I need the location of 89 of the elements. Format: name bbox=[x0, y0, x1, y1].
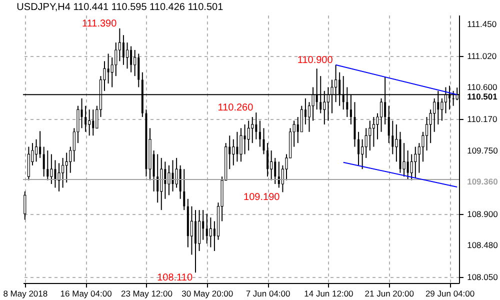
annotation: 111.390 bbox=[82, 18, 118, 30]
candlestick bbox=[80, 98, 83, 129]
candlestick bbox=[156, 154, 159, 204]
x-tick-label: 7 Jun 04:00 bbox=[246, 288, 291, 298]
candlestick bbox=[414, 146, 417, 179]
candlestick bbox=[34, 138, 38, 162]
candlestick bbox=[42, 146, 45, 178]
candlestick bbox=[183, 168, 186, 211]
candlestick bbox=[262, 128, 265, 155]
x-tick-label: 16 May 04:00 bbox=[60, 288, 112, 298]
candlestick bbox=[130, 46, 132, 73]
ref-line-label: 110.501 bbox=[467, 92, 498, 102]
candlestick bbox=[122, 34, 124, 66]
candlestick bbox=[209, 216, 212, 248]
candlestick bbox=[126, 42, 129, 70]
y-tick-label: 111.020 bbox=[467, 50, 497, 61]
candlestick bbox=[134, 49, 136, 77]
candlestick bbox=[179, 164, 182, 200]
annotation: 108.110 bbox=[157, 272, 193, 284]
candlestick bbox=[240, 128, 242, 162]
x-tick-label: 8 May 2018 bbox=[3, 288, 48, 298]
candlestick bbox=[380, 98, 383, 132]
candlestick bbox=[58, 162, 60, 192]
candlestick bbox=[50, 154, 53, 184]
candlestick bbox=[300, 105, 303, 132]
candlestick bbox=[388, 105, 390, 144]
candlestick bbox=[24, 190, 26, 220]
candlestick bbox=[107, 53, 110, 84]
candlestick bbox=[190, 206, 194, 256]
candlestick bbox=[54, 160, 56, 188]
y-tick-label: 109.750 bbox=[467, 145, 498, 156]
candlestick bbox=[410, 154, 413, 181]
candlestick bbox=[39, 130, 42, 158]
candlestick bbox=[46, 150, 49, 181]
candlestick bbox=[175, 157, 178, 188]
candlestick bbox=[232, 138, 235, 166]
candlestick bbox=[198, 210, 201, 252]
candlestick bbox=[164, 161, 166, 200]
candlestick bbox=[425, 116, 428, 151]
candlestick bbox=[27, 146, 30, 181]
y-tick-label: 108.050 bbox=[467, 272, 498, 282]
annotation: 110.260 bbox=[218, 102, 254, 114]
candlestick bbox=[258, 120, 261, 148]
candlestick bbox=[202, 210, 204, 240]
candlestick bbox=[247, 120, 250, 151]
candlestick bbox=[118, 28, 121, 62]
candlestick bbox=[114, 42, 118, 77]
y-tick-label: 110.600 bbox=[467, 82, 498, 92]
y-tick-label: 110.170 bbox=[467, 114, 498, 124]
candlestick bbox=[274, 157, 276, 184]
candlestick bbox=[372, 116, 375, 148]
candlestick bbox=[354, 102, 356, 148]
y-tick-label: 108.480 bbox=[467, 240, 498, 250]
x-tick-label: 30 May 20:00 bbox=[182, 288, 234, 298]
candlestick bbox=[236, 131, 238, 162]
candlestick bbox=[358, 131, 360, 166]
candlestick bbox=[160, 157, 163, 211]
candlestick bbox=[368, 120, 372, 151]
candlestick bbox=[255, 112, 258, 140]
candlestick bbox=[364, 128, 368, 158]
candlestick bbox=[392, 120, 394, 155]
ref-line-label: 109.360 bbox=[467, 176, 498, 187]
annotation: 110.900 bbox=[297, 54, 334, 66]
candlestick bbox=[92, 109, 94, 136]
candlestick bbox=[361, 138, 364, 170]
annotation: 109.190 bbox=[244, 192, 280, 204]
y-tick-label: 108.900 bbox=[467, 208, 498, 219]
candlestick bbox=[251, 116, 254, 144]
x-tick-label: 21 Jun 20:00 bbox=[364, 288, 414, 298]
candlestick bbox=[406, 150, 409, 180]
candlestick bbox=[138, 53, 140, 88]
candlestick bbox=[206, 213, 208, 244]
candlestick bbox=[270, 150, 273, 181]
x-tick-label: 23 May 12:00 bbox=[120, 288, 173, 298]
y-tick-label: 111.450 bbox=[467, 18, 497, 29]
candlestick bbox=[266, 142, 269, 178]
candlestick bbox=[168, 164, 170, 196]
candlestick bbox=[433, 98, 436, 132]
chart-title: USDJPY,H4 110.441 110.595 110.426 110.501 bbox=[16, 2, 224, 13]
candlestick bbox=[244, 124, 246, 155]
candlestick bbox=[62, 157, 64, 188]
candlestick bbox=[402, 142, 406, 178]
candlestick bbox=[194, 210, 197, 274]
x-tick-label: 29 Jun 04:00 bbox=[425, 288, 475, 298]
candlestick bbox=[84, 105, 87, 132]
candlestick bbox=[65, 152, 68, 183]
candlestick bbox=[172, 160, 174, 192]
x-tick-label: 14 Jun 12:00 bbox=[304, 288, 354, 298]
candlestick bbox=[88, 109, 91, 136]
